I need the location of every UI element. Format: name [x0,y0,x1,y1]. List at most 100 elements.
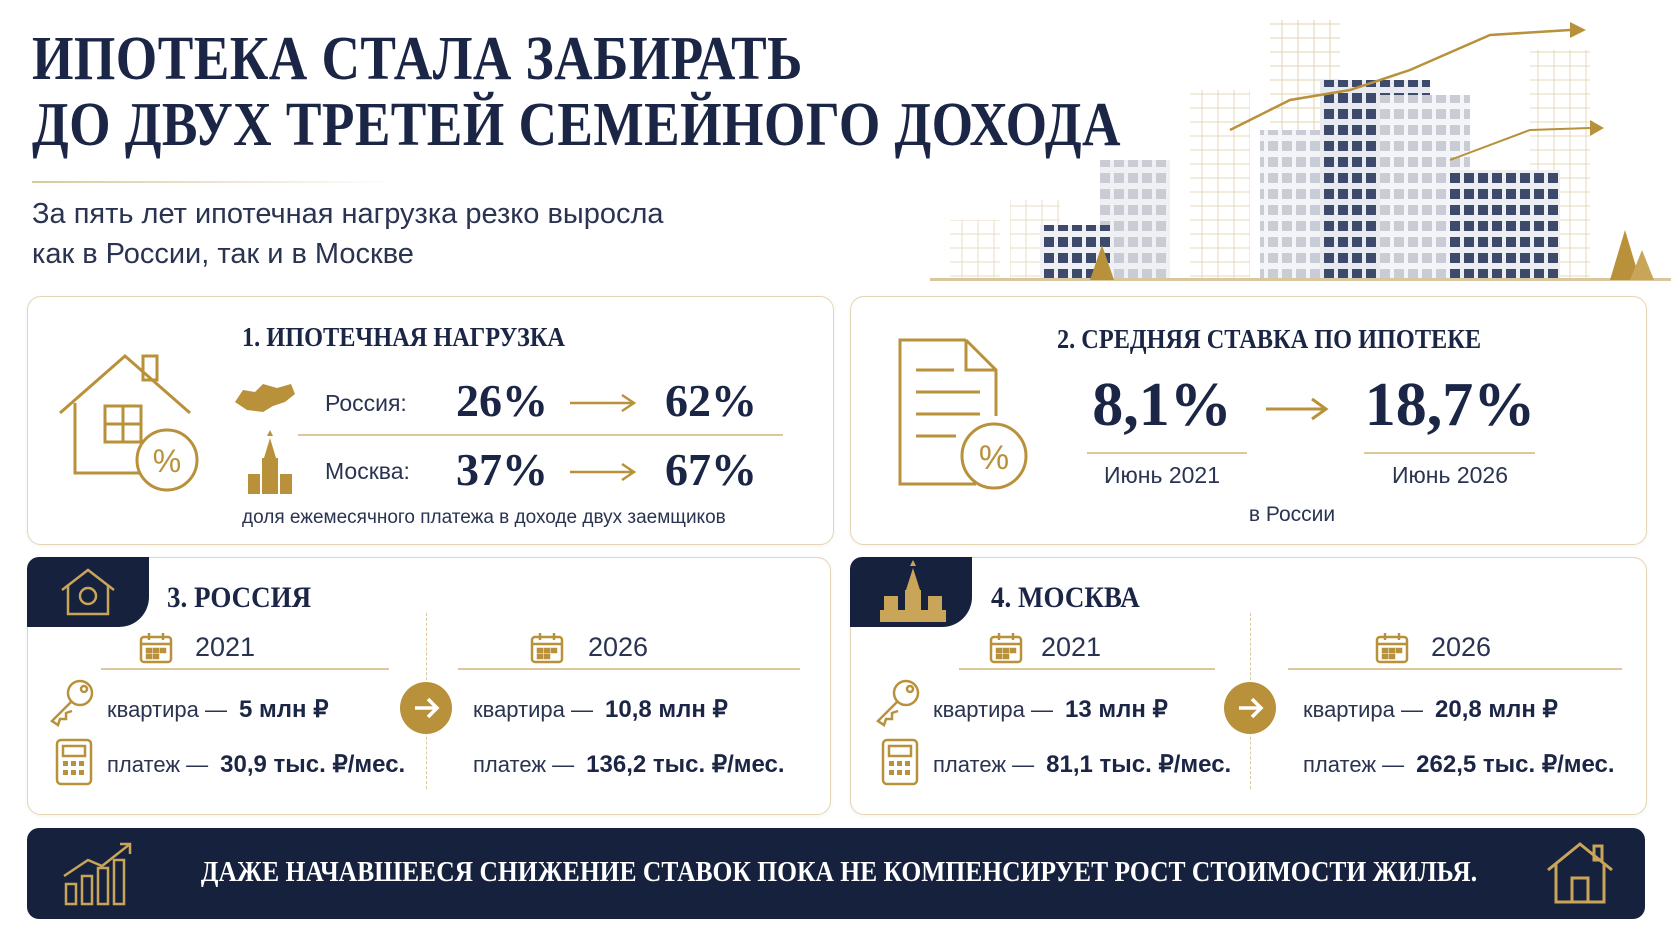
decoration [1388,653,1396,660]
decoration [1375,633,1409,664]
decoration [530,635,564,664]
arrow [570,393,637,413]
decoration [1592,844,1604,862]
decoration [1554,864,1606,904]
russia-map-icon [235,384,295,412]
decoration: % [153,443,181,479]
item-row: квартира — 13 млн ₽ [933,695,1168,724]
house-icon [1547,842,1613,904]
decoration [1009,647,1017,654]
decoration [1570,876,1590,904]
calculator-icon [54,738,94,791]
decoration [50,679,94,727]
decoration [550,647,558,654]
decoration [881,738,919,786]
decoration [63,761,68,766]
decoration [73,403,145,475]
decoration [63,761,84,775]
card-note: доля ежемесячного платежа в доходе двух … [242,507,726,528]
decoration [960,422,1028,490]
decoration: 2. СРЕДНЯЯ СТАВКА ПО ИПОТЕКЕ [1057,324,1481,355]
title-line: ИПОТЕКА СТАЛА ЗАБИРАТЬ [32,25,803,93]
item-row: платеж — 81,1 тыс. ₽/мес. [933,750,1231,779]
decoration [1590,120,1604,136]
item-value: 136,2 тыс. ₽/мес. [586,751,785,778]
growth-chart-icon [63,842,132,906]
rate-date: Июнь 2021 [1103,462,1221,488]
decoration [889,770,894,775]
decoration [1375,635,1409,664]
decoration [1395,647,1403,654]
card-title: 4. МОСКВА [991,581,1140,614]
decoration [889,761,910,775]
decoration [887,744,913,758]
item-value: 81,1 тыс. ₽/мес. [1046,751,1232,778]
decoration [1570,22,1586,38]
decoration [248,474,260,494]
decoration [141,354,159,382]
decoration [71,770,76,775]
document-percent-icon: % [898,338,1028,490]
decoration [543,647,551,654]
decoration [71,761,76,766]
decoration [61,744,87,758]
item-label: квартира — [1303,697,1424,722]
decoration [881,738,919,786]
decoration [1090,245,1114,280]
card-number: 2. [1057,324,1076,354]
decoration [964,340,996,372]
decoration [139,633,173,664]
card-number: 1. [242,322,261,352]
item-value: 30,9 тыс. ₽/мес. [220,751,406,778]
item-value: 5 млн ₽ [239,696,329,723]
title-line: ДО ДВУХ ТРЕТЕЙ СЕМЕЙНОГО ДОХОДА [32,91,1121,159]
decoration [120,842,132,854]
rate-to: 18,7% [1364,371,1536,439]
kremlin-icon [880,560,946,622]
card-title: СРЕДНЯЯ СТАВКА ПО ИПОТЕКЕ [1081,324,1482,354]
card-mortgage-rate [850,296,1647,545]
decoration [426,697,440,719]
decoration [1002,647,1010,654]
decoration [930,278,1671,281]
decoration [889,761,894,766]
item-value: 262,5 тыс. ₽/мес. [1416,751,1615,778]
decoration: 1. ИПОТЕЧНАЯ НАГРУЗКА [242,322,565,353]
decoration [876,679,920,727]
calculator-icon [880,738,920,791]
year: 2021 [195,632,256,662]
item-row: платеж — 136,2 тыс. ₽/мес. [473,750,785,779]
footer-banner [27,828,1645,919]
item-row: квартира — 5 млн ₽ [107,695,328,724]
decoration [536,647,544,654]
decoration [1250,697,1264,719]
kremlin-icon [248,430,292,494]
house-icon [61,568,115,616]
key-icon [46,677,98,732]
decoration [530,633,564,664]
decoration [1100,160,1170,280]
calendar-icon [139,632,173,669]
decoration [989,635,1023,664]
value-from: 26% [456,375,548,426]
decoration [262,458,278,494]
calendar-icon [989,632,1023,669]
divider [959,668,1215,670]
divider [101,668,389,670]
decoration [1449,127,1591,161]
item-label: квартира — [933,697,1054,722]
decoration [892,679,920,707]
year: 2021 [1041,632,1102,662]
value-to: 62% [665,375,757,426]
divider [1288,668,1622,670]
divider [1087,452,1247,454]
card-title: 3. РОССИЯ [167,581,312,614]
item-label: платеж — [107,752,209,777]
decoration [280,474,292,494]
decoration [63,843,131,878]
decoration [989,633,1023,664]
decoration [964,338,998,416]
decoration [79,684,89,694]
row-label: Москва: [325,458,410,484]
